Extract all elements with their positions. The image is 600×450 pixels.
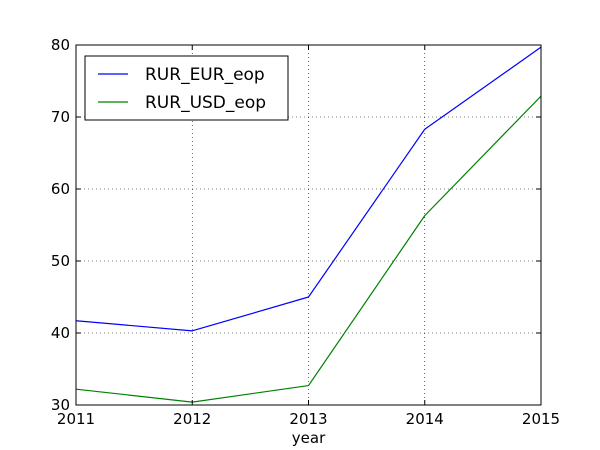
legend-box (84, 55, 289, 121)
legend: RUR_EUR_eop RUR_USD_eop (84, 55, 289, 121)
axis-ticks: 2011 2012 2013 2014 2015 30 40 50 60 70 80 (51, 36, 560, 428)
x-tick-label: 2014 (406, 410, 444, 428)
x-tick-label: 2012 (173, 410, 211, 428)
series-lines (75, 46, 542, 403)
x-tick-label: 2013 (289, 410, 327, 428)
series-line-rur-usd-eop (75, 95, 542, 403)
x-tick-label: 2015 (522, 410, 560, 428)
y-tick-label: 80 (51, 36, 70, 54)
y-tick-label: 50 (51, 252, 70, 270)
y-tick-label: 70 (51, 108, 70, 126)
series-line-rur-eur-eop (75, 46, 542, 332)
x-tick-label: 2011 (57, 410, 95, 428)
y-tick-label: 30 (51, 396, 70, 414)
y-tick-label: 40 (51, 324, 70, 342)
legend-label: RUR_USD_eop (145, 93, 266, 113)
legend-label: RUR_EUR_eop (145, 65, 265, 85)
x-axis-label: year (292, 429, 326, 447)
y-tick-label: 60 (51, 180, 70, 198)
